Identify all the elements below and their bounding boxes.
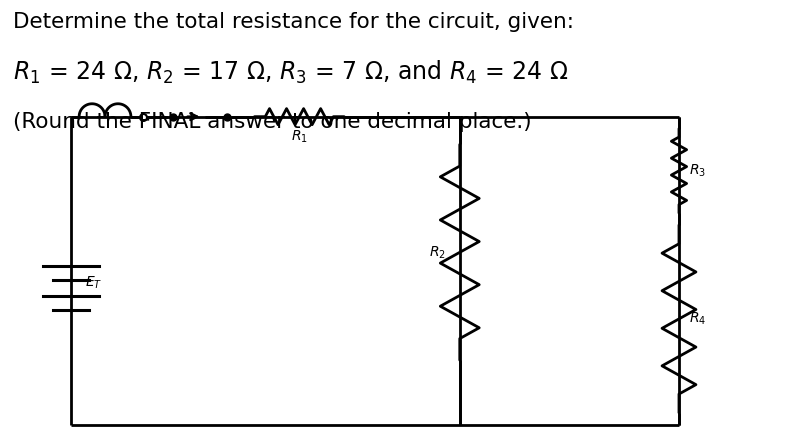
Text: (Round the FINAL answer to one decimal place.): (Round the FINAL answer to one decimal p… xyxy=(13,112,532,132)
Text: $R_3$: $R_3$ xyxy=(689,163,706,179)
Text: $R_2$: $R_2$ xyxy=(429,244,446,260)
Text: $R_4$: $R_4$ xyxy=(689,311,706,327)
Text: $R_1$ = 24 $\Omega$, $R_2$ = 17 $\Omega$, $R_3$ = 7 $\Omega$, and $R_4$ = 24 $\O: $R_1$ = 24 $\Omega$, $R_2$ = 17 $\Omega$… xyxy=(13,59,569,86)
Text: Determine the total resistance for the circuit, given:: Determine the total resistance for the c… xyxy=(13,12,574,32)
Text: $E_T$: $E_T$ xyxy=(85,275,102,291)
Text: $R_1$: $R_1$ xyxy=(291,128,308,145)
